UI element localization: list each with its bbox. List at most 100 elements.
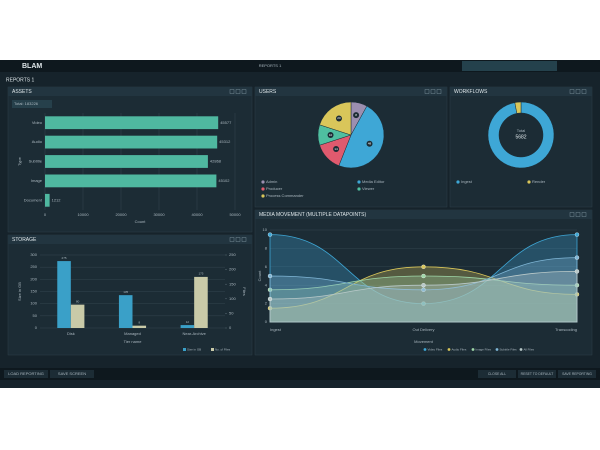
y2-tick-label: 250 (229, 252, 236, 257)
data-label: 80 (76, 299, 80, 303)
panel-title: WORKFLOWS (454, 89, 488, 95)
data-label: 42868 (210, 159, 222, 164)
point (574, 255, 580, 260)
footer-button-label[interactable]: RESET TO DEFAULT (521, 372, 554, 376)
x-tick-label: Disk (67, 331, 75, 336)
panel-button[interactable] (229, 237, 235, 242)
y-tick-label: 50 (33, 313, 38, 318)
panel (7, 234, 253, 356)
panel-button[interactable] (241, 237, 247, 242)
legend-swatch (357, 187, 361, 191)
x-tick-label: Managed (124, 331, 141, 336)
panel-button[interactable] (241, 89, 247, 94)
legend-label[interactable]: Producer (266, 186, 283, 191)
x-axis-label: Tier name (124, 339, 143, 344)
panel-button[interactable] (581, 89, 587, 94)
data-label: 45102 (218, 178, 230, 183)
y-tick-label: Audio (32, 139, 43, 144)
y2-tick-label: 150 (229, 281, 236, 286)
data-label-bg (335, 115, 342, 122)
x-axis-label: Movement (414, 339, 434, 344)
y-axis-label: Type (17, 156, 22, 165)
area (269, 270, 578, 323)
y-tick-label: 300 (30, 252, 37, 257)
x-tick-label: Near-Archive (182, 331, 206, 336)
panel-button[interactable] (436, 89, 442, 94)
panel-button[interactable] (430, 89, 436, 94)
data-label: 20 (337, 116, 341, 120)
legend-label[interactable]: Subtitle Files (500, 347, 518, 351)
legend-label[interactable]: Media Editor (362, 179, 385, 184)
footer-button-label[interactable]: LOAD REPORTING (8, 371, 44, 376)
panel-button[interactable] (575, 89, 581, 94)
legend-swatch (261, 194, 265, 198)
panel-header (255, 210, 592, 219)
footer-button[interactable] (4, 370, 48, 378)
data-label: 14 (334, 147, 338, 151)
legend-label[interactable]: Process Commander (266, 193, 304, 198)
y-tick-label: 150 (30, 289, 37, 294)
legend-label[interactable]: Image Files (476, 347, 492, 351)
data-label: 10 (329, 133, 333, 137)
top-bar (0, 60, 600, 72)
legend-label[interactable]: Render (532, 179, 546, 184)
footer-bar (0, 368, 600, 380)
y-axis-label: Count (257, 270, 262, 282)
legend-label[interactable]: Audio Files (452, 347, 467, 351)
bar (45, 174, 217, 188)
panel-button[interactable] (569, 212, 575, 217)
panel-header (8, 87, 252, 96)
y2-tick-label: 100 (229, 296, 236, 301)
panel-button[interactable] (235, 89, 241, 94)
bar (194, 276, 208, 328)
bar (132, 325, 147, 328)
panel-title: USERS (259, 89, 277, 95)
footer-button[interactable] (558, 370, 596, 378)
area (269, 275, 578, 323)
panel-button[interactable] (235, 237, 241, 242)
data-label: 45577 (220, 120, 232, 125)
point (267, 273, 273, 279)
y2-axis-label: Files (242, 287, 247, 295)
footer-button-label[interactable]: SAVE SCREEN (58, 371, 86, 376)
bar (180, 325, 195, 328)
panel-button[interactable] (229, 89, 235, 94)
y-tick-label: Video (32, 120, 43, 125)
y-tick-label: 2 (265, 301, 268, 306)
legend-swatch (211, 348, 214, 351)
legend-label[interactable]: Size in GB (187, 347, 201, 351)
data-label: 8 (355, 113, 357, 117)
panel-header (255, 87, 447, 96)
footer-button[interactable] (518, 370, 556, 378)
y-tick-label: 0 (265, 319, 268, 324)
legend-label[interactable]: All Files (524, 347, 535, 351)
legend-label[interactable]: Admin (266, 179, 277, 184)
legend-swatch (183, 348, 186, 351)
data-label-bg (353, 112, 360, 119)
x-tick-label: 20000 (115, 212, 127, 217)
subtitle-box (12, 100, 52, 108)
footer-button-label[interactable]: CLOSE ALL (488, 372, 506, 376)
panel-button[interactable] (575, 212, 581, 217)
legend-label[interactable]: Viewer (362, 186, 375, 191)
tab[interactable]: REPORTS 1 (259, 63, 282, 68)
legend-label[interactable]: Video Files (428, 347, 443, 351)
legend-label[interactable]: Ingest (461, 179, 473, 184)
y2-tick-label: 200 (229, 267, 236, 272)
footer-button[interactable] (50, 370, 94, 378)
x-axis-label: Count (135, 219, 147, 224)
footer-button[interactable] (478, 370, 516, 378)
panel-button[interactable] (424, 89, 430, 94)
slice (338, 105, 385, 169)
slice (514, 101, 522, 114)
legend-label[interactable]: No. of Files (215, 347, 231, 351)
bar (45, 135, 218, 149)
panel-button[interactable] (569, 89, 575, 94)
panel-button[interactable] (581, 212, 587, 217)
footer-button-label[interactable]: SAVE REPORTING (562, 372, 592, 376)
point (421, 264, 426, 269)
legend-swatch (357, 180, 361, 184)
legend-swatch (447, 348, 451, 351)
